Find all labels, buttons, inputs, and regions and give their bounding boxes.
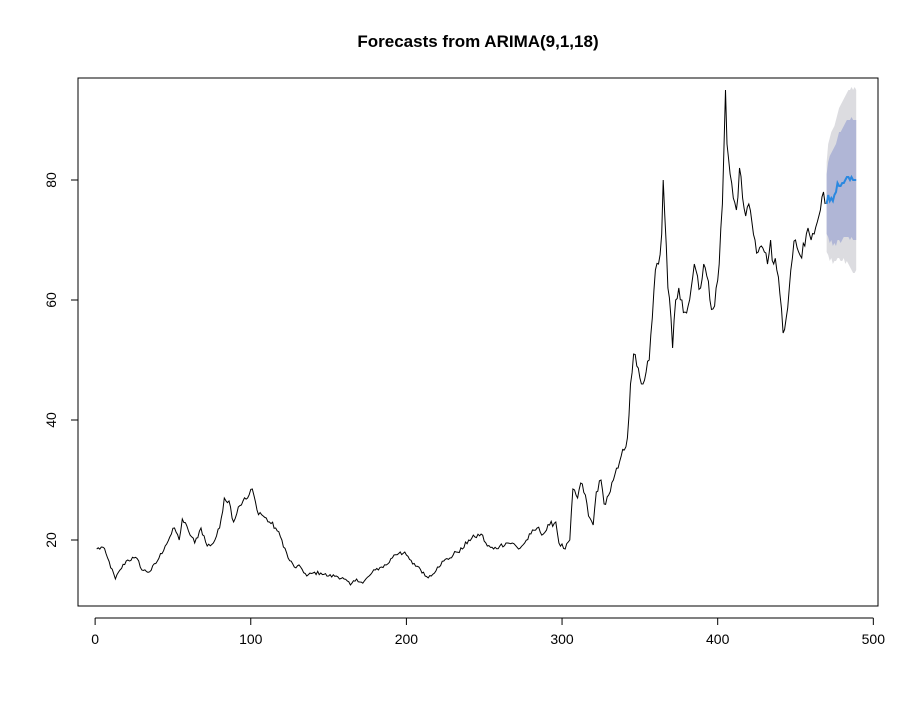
x-tick-label: 100 — [239, 631, 263, 647]
axes: 0 100 200 300 400 500 20 40 60 80 — [43, 172, 885, 647]
y-tick-label: 80 — [43, 172, 59, 188]
y-tick-label: 60 — [43, 292, 59, 308]
plot-area — [96, 87, 857, 586]
y-tick-label: 20 — [43, 532, 59, 548]
x-tick-label: 0 — [91, 631, 99, 647]
observed-series-line — [96, 89, 826, 586]
x-tick-label: 200 — [395, 631, 419, 647]
x-tick-label: 300 — [550, 631, 574, 647]
x-tick-label: 500 — [862, 631, 886, 647]
y-tick-label: 40 — [43, 412, 59, 428]
chart-title: Forecasts from ARIMA(9,1,18) — [357, 32, 598, 51]
x-tick-label: 400 — [706, 631, 730, 647]
plot-frame — [77, 77, 879, 607]
forecast-mean-line — [825, 174, 857, 205]
forecast-band-80 — [826, 117, 857, 246]
